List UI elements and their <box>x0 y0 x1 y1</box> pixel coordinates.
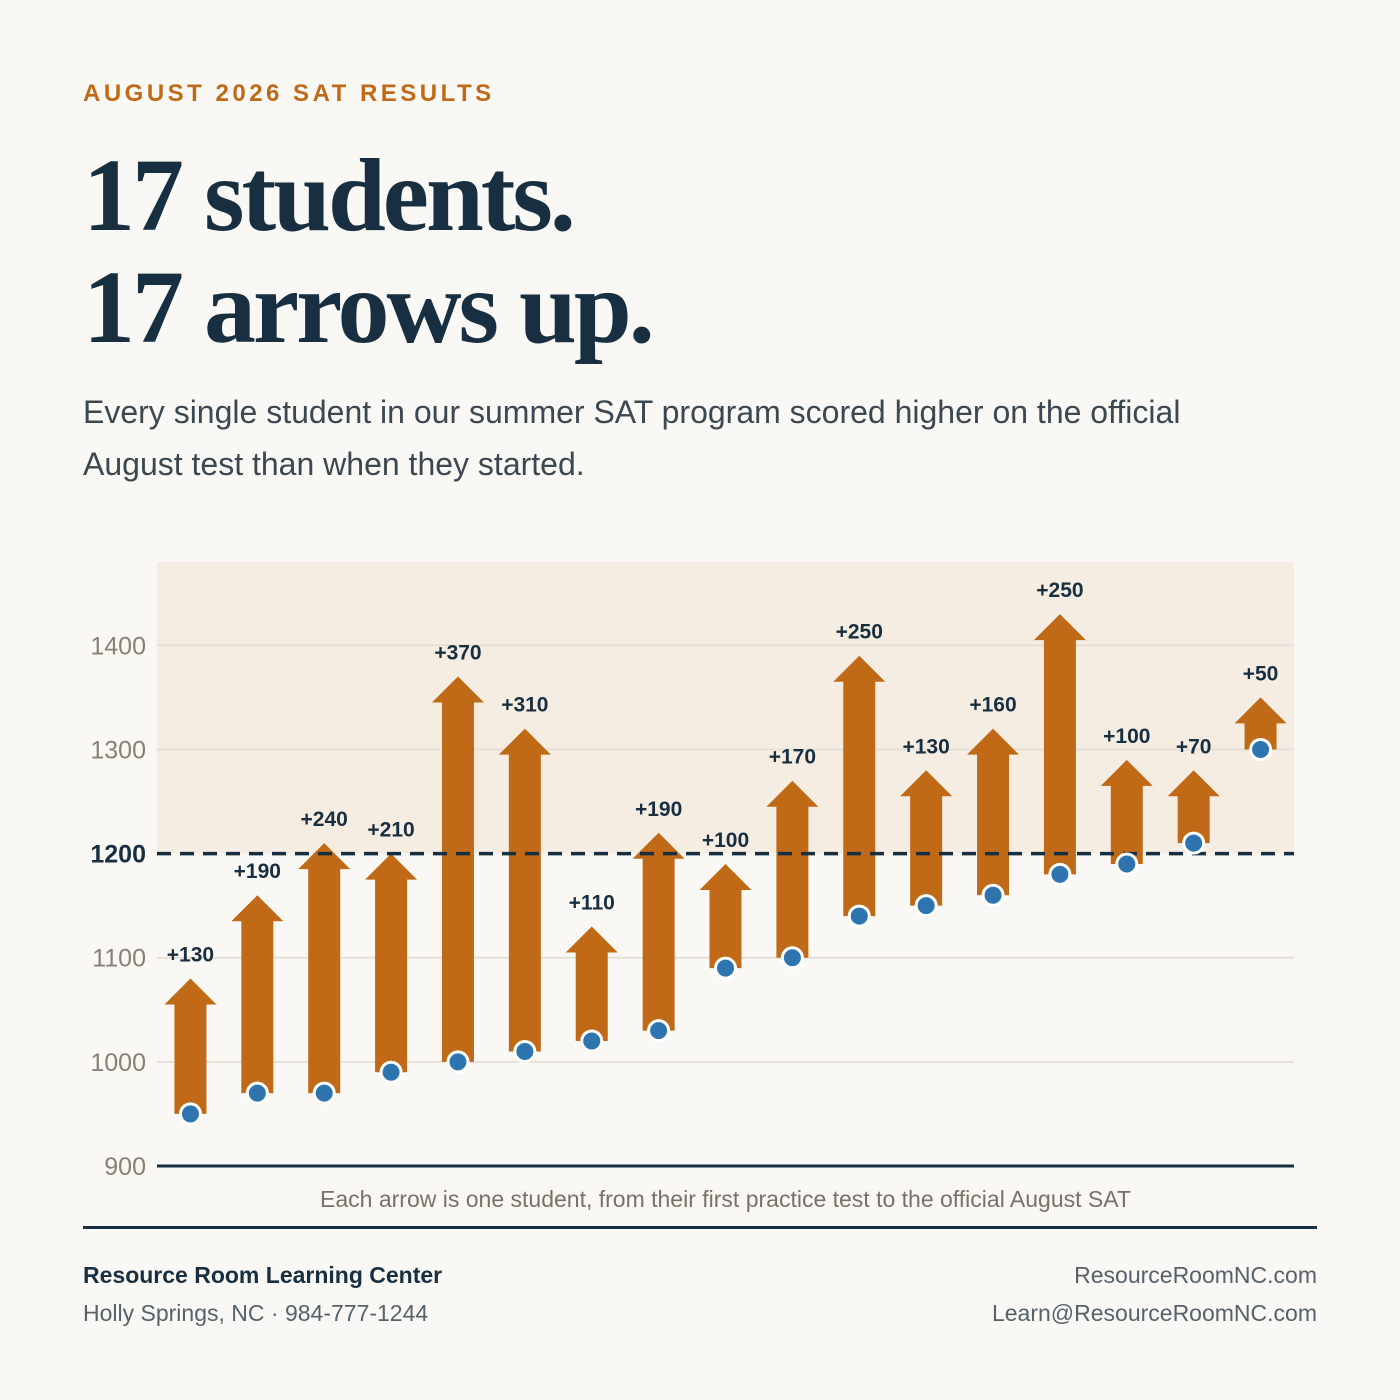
start-score-dot <box>580 1029 604 1053</box>
org-name: Resource Room Learning Center <box>83 1262 443 1288</box>
student-arrow <box>365 853 418 1073</box>
student-arrow <box>833 655 886 917</box>
gain-label: +160 <box>969 694 1016 717</box>
gain-label: +210 <box>367 819 414 842</box>
y-tick-label: 1000 <box>90 1049 146 1077</box>
gain-label: +190 <box>234 860 281 883</box>
student-arrow <box>298 843 351 1094</box>
start-score-dot <box>245 1081 269 1105</box>
start-score-dot <box>178 1102 202 1126</box>
footer-rule <box>83 1226 1317 1229</box>
start-score-dot <box>1182 831 1206 855</box>
start-score-dot <box>513 1039 537 1063</box>
student-arrow <box>431 676 484 1062</box>
start-score-dot <box>379 1060 403 1084</box>
target-zone-shade <box>157 562 1294 854</box>
student-arrow <box>565 926 618 1042</box>
start-score-dot <box>1115 852 1139 876</box>
student-arrow <box>231 895 284 1094</box>
gain-label: +130 <box>902 735 949 758</box>
gain-label: +70 <box>1176 735 1212 758</box>
gain-label: +250 <box>836 621 883 644</box>
start-score-dot <box>446 1050 470 1074</box>
start-score-dot <box>780 946 804 970</box>
website-link[interactable]: ResourceRoomNC.com <box>1074 1262 1317 1288</box>
gain-label: +190 <box>635 798 682 821</box>
y-tick-label: 1100 <box>92 945 146 973</box>
headline-line-1: 17 students. <box>83 138 576 253</box>
gain-label: +110 <box>569 891 615 914</box>
start-score-dot <box>981 883 1005 907</box>
start-score-dot <box>847 904 871 928</box>
start-score-dot <box>1249 737 1273 761</box>
start-score-dot <box>914 894 938 918</box>
org-contact-line: Holly Springs, NC · 984-777-1244 <box>83 1300 428 1327</box>
eyebrow: AUGUST 2026 SAT RESULTS <box>83 80 495 107</box>
location: Holly Springs, NC <box>83 1300 265 1326</box>
arrow-chart: 900 1000 1100 1200 1300 1400 +130 +190 +240 +210 +… <box>90 562 1294 1212</box>
gain-label: +240 <box>301 808 348 831</box>
headline-line-2: 17 arrows up. <box>83 250 655 365</box>
separator: · <box>270 1300 279 1326</box>
student-arrow <box>498 728 551 1052</box>
subhead: Every single student in our summer SAT p… <box>83 394 1181 482</box>
gain-label: +130 <box>167 944 214 967</box>
gain-label: +100 <box>1103 725 1150 748</box>
start-score-dot <box>714 956 737 980</box>
gain-label: +100 <box>702 829 749 852</box>
phone[interactable]: 984-777-1244 <box>284 1300 429 1326</box>
y-tick-label: 1400 <box>90 632 146 660</box>
gain-label: +50 <box>1243 662 1279 685</box>
y-tick-label: 900 <box>104 1153 146 1181</box>
start-score-dot <box>1048 862 1072 886</box>
gain-label: +370 <box>434 642 481 665</box>
gain-label: +170 <box>769 746 816 769</box>
student-arrow <box>900 770 953 906</box>
gain-label: +310 <box>501 694 548 717</box>
email-link[interactable]: Learn@ResourceRoomNC.com <box>991 1300 1317 1326</box>
student-arrow <box>967 728 1020 896</box>
student-arrow <box>1167 770 1220 844</box>
student-arrow <box>1100 759 1153 864</box>
start-score-dot <box>647 1019 671 1043</box>
headline: 17 students. 17 arrows up. <box>83 138 655 365</box>
student-arrow <box>1033 614 1086 875</box>
student-arrow <box>632 832 685 1031</box>
chart-caption: Each arrow is one student, from their fi… <box>320 1186 1131 1212</box>
student-arrow <box>164 978 217 1114</box>
gain-label: +250 <box>1036 579 1083 602</box>
student-arrow <box>699 864 752 969</box>
start-score-dot <box>312 1081 336 1105</box>
student-arrow <box>766 780 819 958</box>
student-arrow <box>1234 697 1287 750</box>
y-tick-label: 1200 <box>90 841 146 869</box>
y-tick-label: 1300 <box>90 736 146 764</box>
